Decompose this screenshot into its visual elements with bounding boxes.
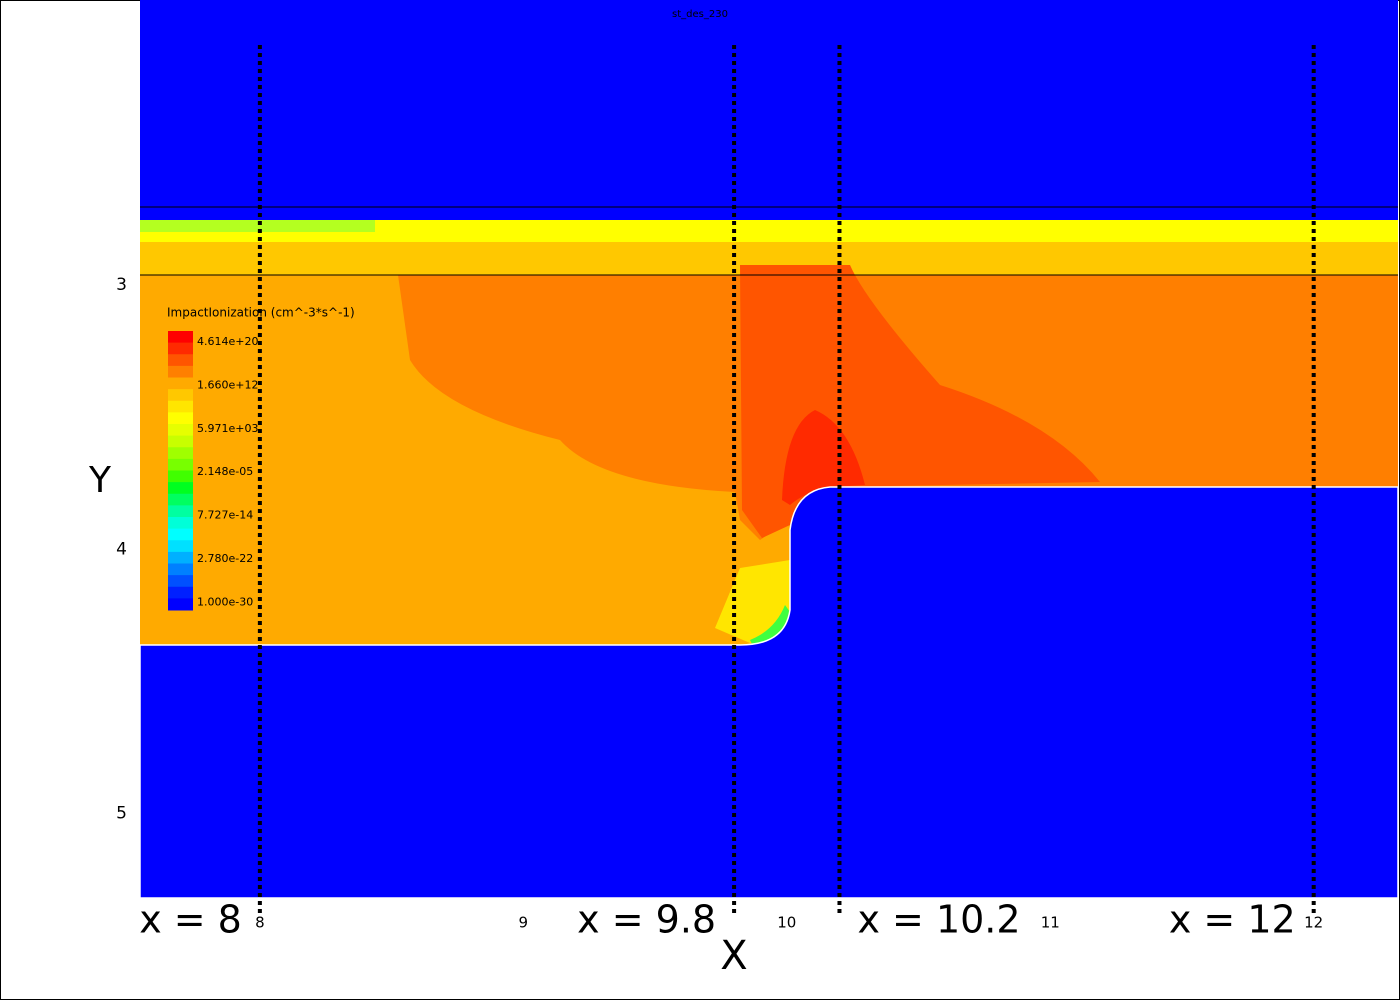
annotation-label: x = 8 bbox=[139, 898, 242, 942]
region bbox=[140, 220, 1398, 242]
colorbar-step bbox=[168, 598, 193, 611]
colorbar-step bbox=[168, 517, 193, 530]
colorbar-step bbox=[168, 528, 193, 541]
colorbar-step bbox=[168, 482, 193, 495]
y-tick-label: 3 bbox=[116, 275, 127, 295]
colorbar-step bbox=[168, 354, 193, 367]
colorbar-step bbox=[168, 493, 193, 506]
colorbar-step bbox=[168, 470, 193, 483]
colorbar-step bbox=[168, 389, 193, 402]
colorbar-step bbox=[168, 435, 193, 448]
annotation-label: x = 12 bbox=[1169, 898, 1296, 942]
colorbar-label: 1.660e+12 bbox=[197, 378, 258, 391]
colorbar-step bbox=[168, 331, 193, 344]
colorbar: 4.614e+20 1.660e+12 5.971e+03 2.148e-05 7.72… bbox=[168, 331, 258, 611]
x-tick-label: 9 bbox=[519, 914, 529, 932]
colorbar-step bbox=[168, 575, 193, 588]
annotation-label: x = 9.8 bbox=[577, 898, 716, 942]
colorbar-step bbox=[168, 342, 193, 355]
colorbar-label: 4.614e+20 bbox=[197, 335, 258, 348]
y-tick-label: 4 bbox=[116, 539, 127, 559]
x-tick-label: 8 bbox=[255, 914, 265, 932]
region bbox=[140, 220, 375, 232]
colorbar-step bbox=[168, 586, 193, 599]
colorbar-step bbox=[168, 458, 193, 471]
region bbox=[782, 410, 865, 505]
y-tick-label: 5 bbox=[116, 803, 127, 823]
colorbar-label: 5.971e+03 bbox=[197, 422, 258, 435]
colorbar-step bbox=[168, 540, 193, 553]
colorbar-label: 2.780e-22 bbox=[197, 552, 253, 565]
y-axis-label: Y bbox=[88, 460, 112, 501]
field bbox=[139, 0, 1399, 899]
colorbar-step bbox=[168, 400, 193, 413]
colorbar-step bbox=[168, 365, 193, 378]
chart-title: st_des_230 bbox=[672, 9, 728, 20]
annotation-label: x = 10.2 bbox=[857, 898, 1020, 942]
colorbar-label: 7.727e-14 bbox=[197, 509, 253, 522]
colorbar-step bbox=[168, 563, 193, 576]
colorbar-label: 2.148e-05 bbox=[197, 465, 253, 478]
x-tick-label: 11 bbox=[1041, 914, 1060, 932]
x-axis-label: X bbox=[720, 933, 747, 979]
colorbar-step bbox=[168, 447, 193, 460]
colorbar-step bbox=[168, 412, 193, 425]
x-tick-label: 10 bbox=[777, 914, 796, 932]
colorbar-step bbox=[168, 377, 193, 390]
colorbar-step bbox=[168, 551, 193, 564]
colorbar-step bbox=[168, 424, 193, 437]
colorbar-step bbox=[168, 505, 193, 518]
region bbox=[139, 486, 1399, 899]
x-tick-label: 12 bbox=[1304, 914, 1323, 932]
region bbox=[750, 605, 790, 644]
colorbar-label: 1.000e-30 bbox=[197, 595, 253, 608]
